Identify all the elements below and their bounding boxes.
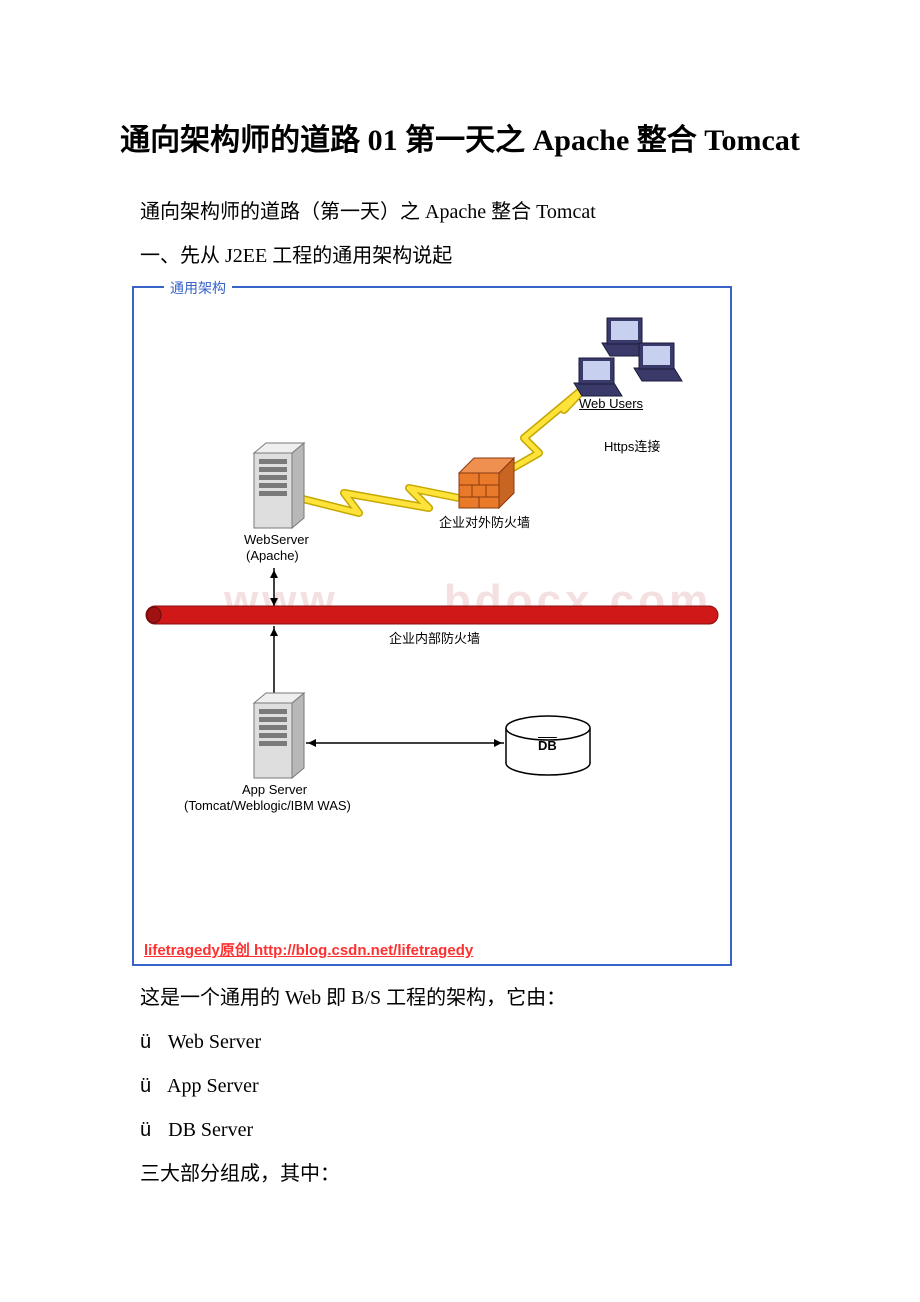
label-appserver-2: (Tomcat/Weblogic/IBM WAS) — [184, 798, 351, 813]
label-external-firewall: 企业对外防火墙 — [439, 512, 530, 531]
label-appserver-1: App Server — [242, 782, 307, 797]
section-heading: 一、先从 J2EE 工程的通用架构说起 — [100, 236, 820, 276]
label-webserver-1: WebServer — [244, 532, 309, 547]
diagram-footer-link: lifetragedy原创 http://blog.csdn.net/lifet… — [144, 939, 720, 960]
list-item-label: DB Server — [168, 1119, 253, 1141]
page-title: 通向架构师的道路 01 第一天之 Apache 整合 Tomcat — [100, 120, 820, 162]
list-item: ü DB Server — [140, 1110, 820, 1150]
label-web-users: Web Users — [579, 396, 643, 411]
label-https: Https连接 — [604, 436, 660, 455]
bullet-icon: ü — [140, 1031, 151, 1053]
bullet-icon: ü — [140, 1119, 151, 1141]
bullet-icon: ü — [140, 1075, 151, 1097]
list-item-label: Web Server — [168, 1031, 261, 1053]
subtitle: 通向架构师的道路（第一天）之 Apache 整合 Tomcat — [100, 192, 820, 232]
label-internal-firewall: 企业内部防火墙 — [389, 628, 480, 647]
para-after-diagram: 这是一个通用的 Web 即 B/S 工程的架构，它由： — [100, 978, 820, 1018]
list-item: ü App Server — [140, 1066, 820, 1106]
label-db: DB — [538, 738, 557, 753]
architecture-diagram: 通用架构 www bdocx.com — [132, 286, 820, 966]
list-item: ü Web Server — [140, 1022, 820, 1062]
diagram-svg — [134, 288, 730, 964]
para-final: 三大部分组成，其中： — [100, 1154, 820, 1194]
label-webserver-2: (Apache) — [246, 548, 299, 563]
list-item-label: App Server — [167, 1075, 259, 1097]
